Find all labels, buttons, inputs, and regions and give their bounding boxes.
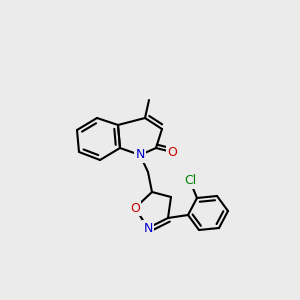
Text: O: O — [167, 146, 177, 158]
Text: N: N — [143, 221, 153, 235]
Text: N: N — [135, 148, 145, 161]
Text: Cl: Cl — [184, 175, 196, 188]
Text: O: O — [130, 202, 140, 214]
